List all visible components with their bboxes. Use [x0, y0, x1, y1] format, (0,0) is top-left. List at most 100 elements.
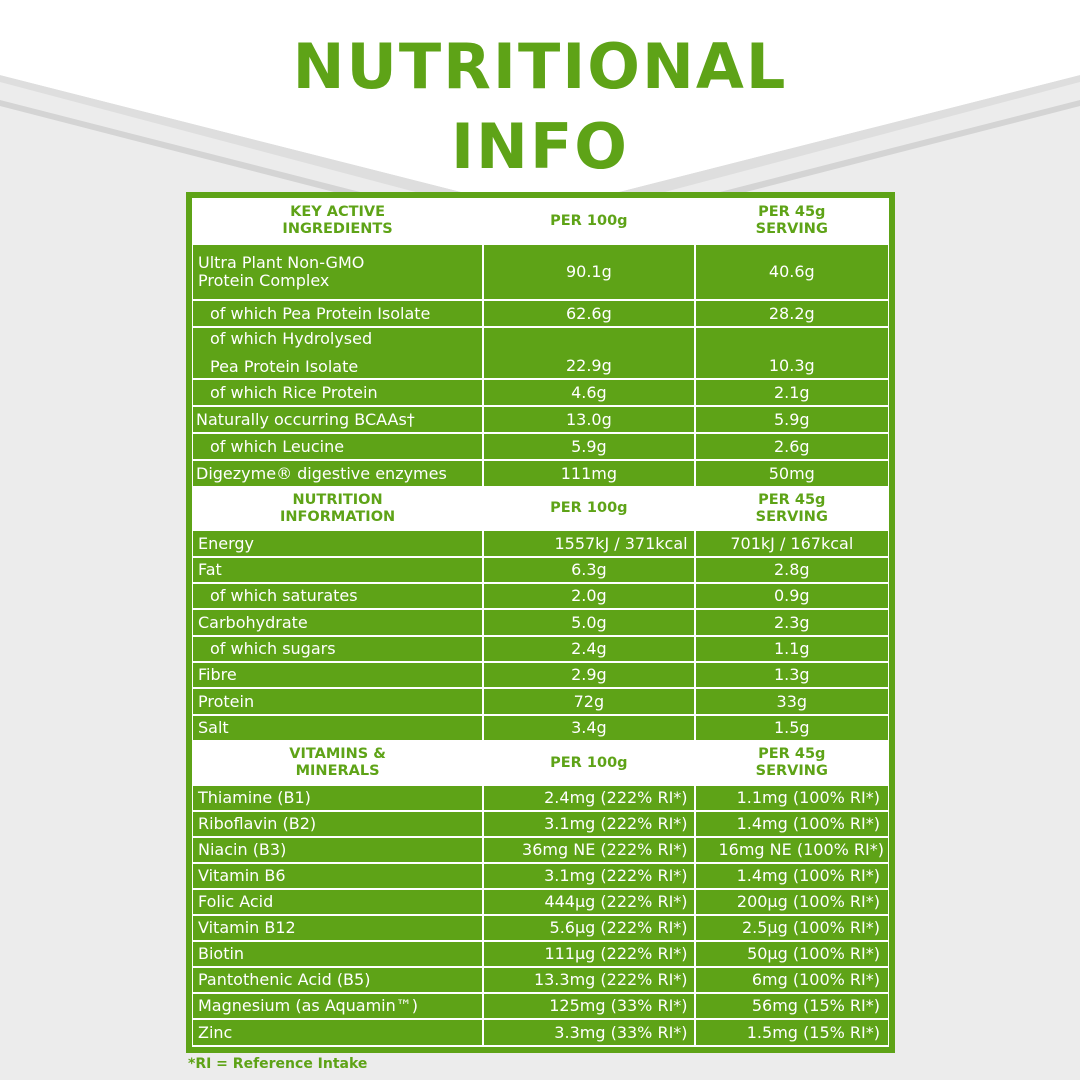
row-label: Thiamine (B1)	[193, 786, 483, 810]
value-per100: 444µg (222% RI*)	[484, 890, 694, 914]
value-per45: 6mg (100% RI*)	[695, 968, 888, 992]
value-per100: 111µg (222% RI*)	[484, 942, 694, 966]
table-row: of which Rice Protein 4.6g 2.1g	[193, 380, 888, 405]
table-row: Energy 1557kJ / 371kcal 701kJ / 167kcal	[193, 531, 889, 556]
header-label: PER 100g	[550, 500, 628, 516]
value-per100: 3.3mg (33% RI*)	[484, 1020, 694, 1045]
header-label: PER 45g	[758, 491, 826, 508]
value-per100: 36mg NE (222% RI*)	[484, 838, 694, 862]
value-per100: 6.3g	[484, 558, 694, 582]
row-label: Folic Acid	[193, 890, 483, 914]
section-header-key-active: KEY ACTIVE INGREDIENTS PER 100g PER 45g …	[193, 199, 888, 243]
table-row: Protein 72g 33g	[193, 689, 888, 714]
row-label: Energy	[193, 531, 483, 556]
table-row: of which Pea Protein Isolate 62.6g 28.2g	[193, 301, 888, 326]
value-per100: 1557kJ / 371kcal	[484, 531, 694, 556]
value-per100: 125mg (33% RI*)	[484, 994, 694, 1018]
section-header-vitamins: VITAMINS & MINERALS PER 100g PER 45g SER…	[193, 742, 888, 784]
value-per45: 1.5g	[695, 716, 888, 740]
row-label-line: of which Hydrolysed	[210, 329, 373, 348]
value-per45: 701kJ / 167kcal	[695, 531, 889, 556]
value-per45: 2.3g	[695, 610, 888, 635]
value-per100: 2.4g	[484, 637, 694, 661]
value-per45: 1.5mg (15% RI*)	[695, 1020, 888, 1045]
header-col1: KEY ACTIVE INGREDIENTS	[193, 199, 483, 243]
value-per100: 13.0g	[484, 407, 694, 432]
value-per45: 200µg (100% RI*)	[695, 890, 888, 914]
table-row: of which Hydrolysed Pea Protein Isolate …	[193, 328, 888, 378]
value-per45: 10.3g	[695, 328, 888, 378]
value-per100: 5.0g	[484, 610, 694, 635]
row-label: Niacin (B3)	[193, 838, 483, 862]
value-per100: 2.0g	[484, 584, 694, 608]
value-per45: 1.4mg (100% RI*)	[695, 864, 888, 888]
header-label: KEY ACTIVE	[290, 204, 386, 220]
value-per100: 2.4mg (222% RI*)	[484, 786, 694, 810]
value-per45: 50mg	[695, 461, 888, 486]
table-row: Salt 3.4g 1.5g	[193, 716, 888, 740]
value-per45: 50µg (100% RI*)	[695, 942, 888, 966]
page-title-line1: NUTRITIONAL	[292, 30, 788, 103]
value-per100: 3.1mg (222% RI*)	[484, 812, 694, 836]
row-label: of which Pea Protein Isolate	[193, 301, 483, 326]
table-row: of which saturates 2.0g 0.9g	[193, 584, 888, 608]
table-row: of which sugars 2.4g 1.1g	[193, 637, 888, 661]
table-row: Folic Acid 444µg (222% RI*) 200µg (100% …	[193, 890, 888, 914]
row-label: of which Hydrolysed Pea Protein Isolate	[193, 328, 483, 378]
value-per100: 4.6g	[484, 380, 694, 405]
table-row: Niacin (B3) 36mg NE (222% RI*) 16mg NE (…	[193, 838, 888, 862]
value-per45: 16mg NE (100% RI*)	[695, 838, 888, 862]
value-per100: 90.1g	[484, 245, 694, 299]
value-per45: 33g	[695, 689, 888, 714]
header-label: MINERALS	[295, 763, 380, 779]
value-per100: 3.1mg (222% RI*)	[484, 864, 694, 888]
header-label: PER 45g	[758, 746, 826, 762]
value-per45: 2.6g	[695, 434, 888, 459]
row-label: Protein	[193, 689, 483, 714]
value-per45: 1.1mg (100% RI*)	[695, 786, 888, 810]
row-label: Carbohydrate	[193, 610, 483, 635]
value-per100: 22.9g	[484, 328, 694, 378]
table-row: Thiamine (B1) 2.4mg (222% RI*) 1.1mg (10…	[193, 786, 888, 810]
row-label: Vitamin B12	[193, 916, 483, 940]
value-per45: 1.1g	[695, 637, 888, 661]
header-col3: PER 45g SERVING	[695, 199, 888, 243]
value-per45: 5.9g	[695, 407, 888, 432]
header-col3: PER 45g SERVING	[695, 488, 888, 529]
value-per45: 1.3g	[695, 663, 888, 687]
value-per100: 62.6g	[484, 301, 694, 326]
row-label: Naturally occurring BCAAs†	[193, 407, 483, 432]
row-label: of which saturates	[193, 584, 483, 608]
row-label: Riboflavin (B2)	[193, 812, 483, 836]
table-row: Zinc 3.3mg (33% RI*) 1.5mg (15% RI*)	[193, 1020, 888, 1045]
row-label: Fibre	[193, 663, 483, 687]
row-label-line: Ultra Plant Non-GMO	[198, 253, 365, 272]
footnote: *RI = Reference Intake	[188, 1056, 368, 1072]
header-label: INGREDIENTS	[282, 221, 393, 237]
row-label: Salt	[193, 716, 483, 740]
row-label: Ultra Plant Non-GMO Protein Complex	[193, 245, 483, 299]
value-per45: 2.5µg (100% RI*)	[695, 916, 888, 940]
value-per45: 1.4mg (100% RI*)	[695, 812, 888, 836]
table-row: Riboflavin (B2) 3.1mg (222% RI*) 1.4mg (…	[193, 812, 888, 836]
row-label: Pantothenic Acid (B5)	[193, 968, 483, 992]
value-per100: 2.9g	[484, 663, 694, 687]
row-label: Magnesium (as Aquamin™)	[193, 994, 483, 1018]
row-label-line: Pea Protein Isolate	[210, 357, 359, 376]
value-per45: 28.2g	[695, 301, 888, 326]
value-per100: 111mg	[484, 461, 694, 486]
header-col2: PER 100g	[484, 488, 694, 529]
header-col3: PER 45g SERVING	[695, 742, 888, 784]
table-row: Pantothenic Acid (B5) 13.3mg (222% RI*) …	[193, 968, 888, 992]
row-label-line: Protein Complex	[198, 271, 330, 290]
header-label: INFORMATION	[279, 508, 396, 525]
value-per100: 5.6µg (222% RI*)	[484, 916, 694, 940]
table-row: Magnesium (as Aquamin™) 125mg (33% RI*) …	[193, 994, 888, 1018]
table-row: Naturally occurring BCAAs† 13.0g 5.9g	[193, 407, 888, 432]
row-label: Biotin	[193, 942, 483, 966]
value-per100: 13.3mg (222% RI*)	[484, 968, 694, 992]
row-label: of which sugars	[193, 637, 483, 661]
table-row: Vitamin B6 3.1mg (222% RI*) 1.4mg (100% …	[193, 864, 888, 888]
row-label: of which Rice Protein	[193, 380, 483, 405]
header-label: PER 45g	[758, 204, 826, 220]
